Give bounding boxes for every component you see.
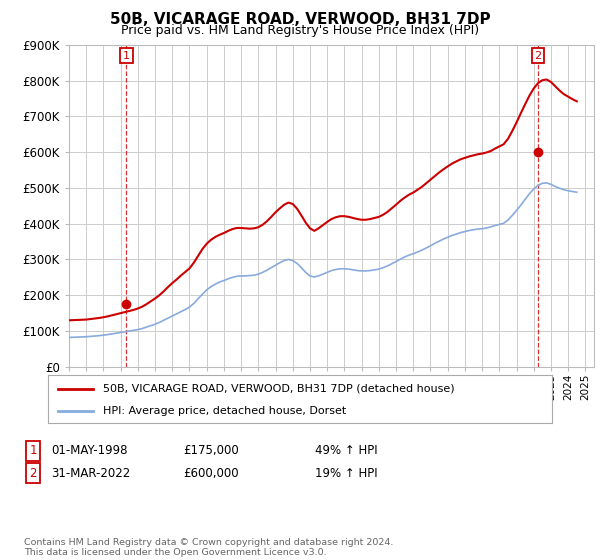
Text: 1: 1 [123,50,130,60]
Text: Contains HM Land Registry data © Crown copyright and database right 2024.
This d: Contains HM Land Registry data © Crown c… [24,538,394,557]
Text: 1: 1 [29,444,37,458]
Text: £175,000: £175,000 [183,444,239,458]
Text: 2: 2 [29,466,37,480]
Text: 2: 2 [535,50,542,60]
Text: 49% ↑ HPI: 49% ↑ HPI [315,444,377,458]
Text: 50B, VICARAGE ROAD, VERWOOD, BH31 7DP (detached house): 50B, VICARAGE ROAD, VERWOOD, BH31 7DP (d… [103,384,455,394]
Text: 01-MAY-1998: 01-MAY-1998 [51,444,128,458]
Text: HPI: Average price, detached house, Dorset: HPI: Average price, detached house, Dors… [103,406,347,416]
Text: 50B, VICARAGE ROAD, VERWOOD, BH31 7DP: 50B, VICARAGE ROAD, VERWOOD, BH31 7DP [110,12,490,27]
Text: 19% ↑ HPI: 19% ↑ HPI [315,466,377,480]
Text: 31-MAR-2022: 31-MAR-2022 [51,466,130,480]
Text: Price paid vs. HM Land Registry's House Price Index (HPI): Price paid vs. HM Land Registry's House … [121,24,479,36]
Text: £600,000: £600,000 [183,466,239,480]
